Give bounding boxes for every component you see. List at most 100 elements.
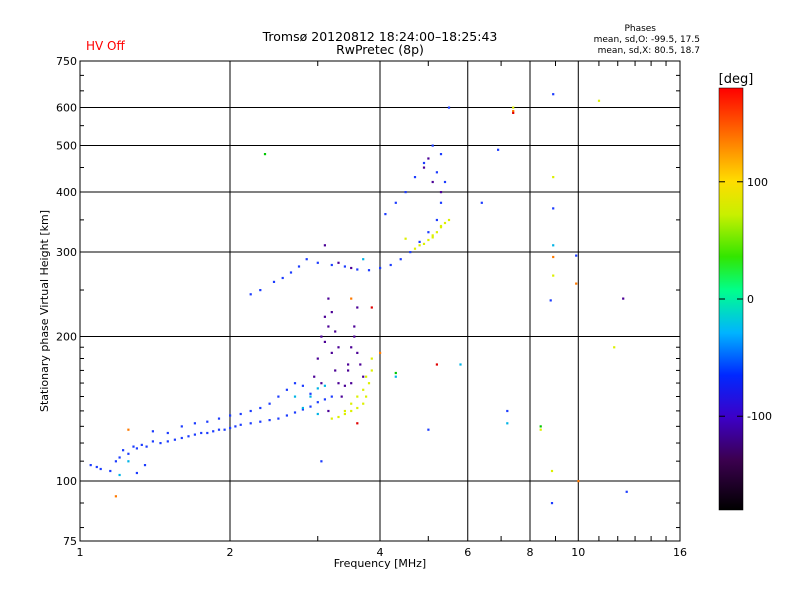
- data-point: [95, 465, 98, 469]
- data-point: [597, 99, 601, 102]
- data-point: [193, 422, 196, 425]
- data-point: [293, 411, 297, 414]
- data-point: [327, 325, 330, 328]
- data-point: [109, 469, 112, 473]
- data-point: [309, 395, 312, 398]
- data-point: [447, 218, 451, 222]
- data-point: [552, 207, 555, 210]
- data-point: [370, 369, 373, 372]
- data-point: [340, 395, 343, 398]
- data-point: [422, 161, 426, 165]
- data-point: [356, 422, 359, 425]
- x-tick-label: 6: [464, 546, 471, 559]
- data-points: [89, 93, 628, 505]
- y-tick-label: 300: [56, 246, 77, 259]
- data-point: [409, 251, 412, 254]
- data-point: [418, 240, 421, 243]
- data-point: [550, 502, 554, 505]
- data-point: [301, 406, 304, 410]
- data-point: [309, 405, 312, 408]
- data-point: [480, 201, 483, 204]
- data-point: [118, 456, 121, 459]
- data-point: [320, 335, 323, 338]
- data-point: [347, 363, 350, 366]
- data-point: [249, 422, 252, 425]
- data-point: [577, 480, 580, 483]
- data-point: [575, 282, 578, 285]
- data-point: [285, 388, 288, 391]
- data-point: [343, 409, 346, 413]
- data-point: [343, 265, 346, 268]
- data-point: [217, 417, 221, 420]
- data-point: [549, 299, 552, 302]
- data-point: [330, 311, 333, 314]
- data-point: [272, 280, 276, 283]
- data-point: [313, 375, 316, 378]
- data-point: [447, 106, 451, 109]
- data-point: [305, 258, 308, 261]
- data-point: [350, 382, 353, 385]
- data-point: [180, 436, 183, 440]
- data-point: [365, 375, 368, 378]
- data-point: [140, 443, 143, 446]
- data-point: [263, 153, 267, 156]
- colorbar-label: [deg]: [719, 72, 754, 87]
- data-point: [497, 148, 500, 151]
- data-point: [350, 409, 353, 413]
- data-point: [379, 351, 382, 354]
- data-point: [234, 425, 237, 428]
- data-point: [356, 351, 359, 354]
- data-point: [127, 452, 130, 455]
- chart-title: Tromsø 20120812 18:24:00–18:25:43: [262, 29, 498, 44]
- data-point: [435, 218, 438, 222]
- data-point: [281, 276, 284, 280]
- data-point: [206, 431, 209, 435]
- data-point: [356, 268, 359, 271]
- data-point: [309, 392, 312, 395]
- data-point: [323, 398, 326, 401]
- data-point: [343, 384, 346, 387]
- data-point: [350, 266, 353, 270]
- data-point: [217, 428, 221, 431]
- data-point: [135, 471, 138, 475]
- data-point: [427, 238, 430, 242]
- data-point: [359, 363, 362, 366]
- data-point: [394, 375, 397, 378]
- data-point: [327, 297, 330, 300]
- data-point: [337, 382, 340, 385]
- data-point: [316, 401, 319, 404]
- data-point: [277, 395, 280, 398]
- phases-heading: Phases: [624, 24, 656, 34]
- phases-x-stats: mean, sd,X: 80.5, 18.7: [598, 46, 700, 56]
- y-axis-label: Stationary phase Virtual Height [km]: [38, 210, 51, 412]
- data-point: [89, 464, 92, 467]
- data-point: [431, 144, 434, 147]
- data-point: [431, 236, 434, 239]
- data-point: [122, 449, 125, 452]
- data-point: [431, 180, 434, 184]
- data-point: [159, 442, 162, 445]
- data-point: [435, 171, 438, 174]
- data-point: [330, 263, 333, 267]
- data-point: [259, 406, 262, 410]
- data-point: [439, 226, 443, 229]
- grid-lines: [80, 61, 680, 541]
- data-point: [323, 384, 326, 387]
- data-point: [132, 445, 135, 448]
- data-point: [320, 460, 323, 463]
- data-point: [337, 346, 340, 349]
- data-point: [625, 490, 628, 493]
- data-point: [379, 266, 382, 270]
- data-point: [427, 231, 430, 234]
- data-point: [362, 375, 365, 378]
- y-tick-label: 750: [56, 55, 77, 68]
- data-point: [223, 428, 226, 431]
- data-point: [330, 351, 333, 354]
- data-point: [350, 297, 353, 300]
- colorbar-tick-label: 100: [747, 176, 768, 189]
- data-point: [370, 306, 373, 309]
- data-point: [316, 387, 319, 390]
- data-point: [362, 402, 365, 405]
- data-point: [143, 464, 147, 467]
